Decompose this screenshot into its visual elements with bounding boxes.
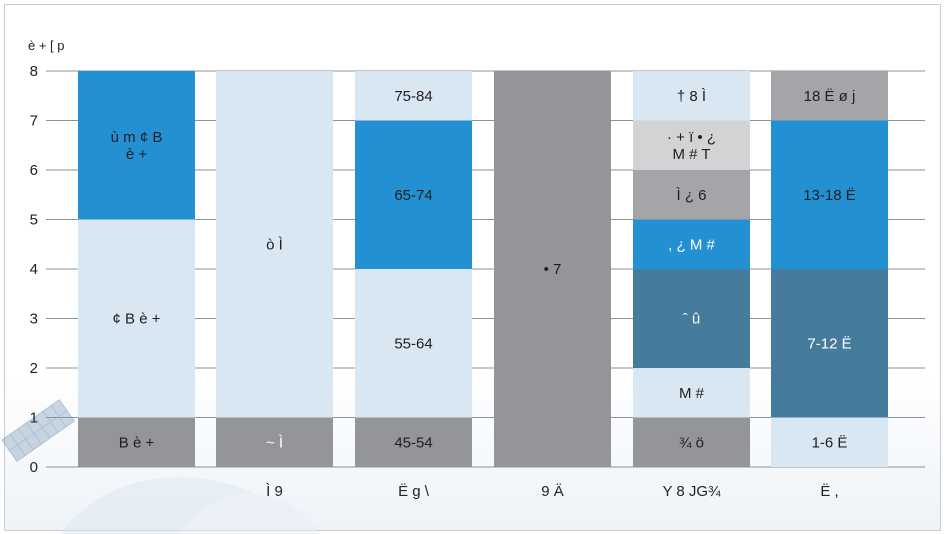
bar-segment [633,120,750,170]
y-tick-label: 4 [30,261,38,278]
bar-stack: ~ Ì ò Ì [216,71,333,467]
y-tick-label: 8 [30,63,38,80]
bar-segment [355,269,472,418]
bar-segment-label: † 8 Ì [677,88,706,105]
bar-segment-label: 55-64 [394,335,432,352]
y-tick-label: 6 [30,162,38,179]
bar-segment [771,417,888,467]
x-category-label: 9 Ä [541,483,564,500]
y-tick-label: 5 [30,212,38,229]
bar-segment-label: 7-12 Ë [807,335,851,352]
bar-stack: ¾ ö M # ˆ û , ¿ M # Ì ¿ 6 · + ï • ¿ M # T † 8 Ì [633,71,750,467]
bar-segment-label: 18 Ë ø j [804,88,856,105]
bar-stack: • 7 [494,71,611,467]
bar-segment-label: 13-18 Ë [803,187,856,204]
bar-segment [78,219,195,418]
bar-segment [78,417,195,467]
y-axis-ticks: 0 1 2 3 4 5 6 7 8 [30,63,38,476]
bar-segment-label: ˆ û [683,311,701,328]
x-category-label: Ë g \ [398,483,430,500]
bar-segment [633,170,750,220]
bar-segment-label: B è + [119,434,155,451]
x-category-label: Ì 9 [266,483,283,500]
bar-segment [78,71,195,220]
bar-segment [633,417,750,467]
bar-segment-label: 45-54 [394,434,432,451]
y-tick-label: 3 [30,311,38,328]
bar-segment [771,120,888,269]
bar-segment-label: 65-74 [394,187,432,204]
y-tick-label: 0 [30,459,38,476]
bar-segment [771,269,888,418]
bar-segment-label: 1-6 Ë [812,434,848,451]
bar-segment-label: ¢ B è + [113,311,161,328]
bar-segment-label: ~ Ì [266,434,283,451]
bar-segment [355,120,472,269]
x-category-label: Ë , [820,483,838,500]
x-axis-labels: Ì 9 Ë g \ 9 Ä Y 8 JG¾ Ë , [266,483,839,500]
bar-segment [771,71,888,121]
bar-segment [355,71,472,121]
bar-segment-label: 75-84 [394,88,432,105]
bar-segment [633,219,750,269]
bar-segment [355,417,472,467]
bar-segment [633,368,750,418]
bar-segment-label: ¾ ö [679,434,704,451]
bar-segment-label: · + ï • ¿ M # T [667,129,716,163]
bar-segment [216,71,333,418]
bar-segment-label: • 7 [544,261,562,278]
bar-segment-label: M # [679,385,705,402]
bar-segment [633,71,750,121]
y-tick-label: 7 [30,113,38,130]
y-axis-unit-label: è + [ p [28,38,65,53]
bar-segment-label: , ¿ M # [668,236,715,253]
bar-stack: 45-54 55-64 65-74 75-84 [355,71,472,467]
bar-stack: 1-6 Ë 7-12 Ë 13-18 Ë 18 Ë ø j [771,71,888,467]
y-tick-label: 2 [30,360,38,377]
x-category-label: Y 8 JG¾ [662,483,721,500]
bar-segment-label: Ì ¿ 6 [676,187,706,204]
bar-segment [216,417,333,467]
bar-segment-label: ò Ì [266,236,283,253]
bar-segment [494,71,611,467]
bar-segment [633,269,750,368]
y-tick-label: 1 [30,410,38,427]
